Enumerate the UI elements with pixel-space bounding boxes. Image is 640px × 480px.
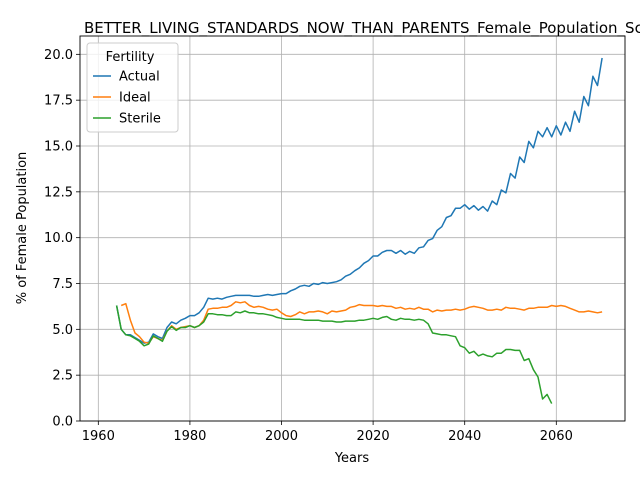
grid-lines [80, 36, 625, 422]
series-line-actual [115, 57, 603, 344]
legend-label-ideal: Ideal [119, 91, 151, 106]
y-tick-label: 0.0 [52, 415, 73, 430]
y-tick-label: 2.5 [52, 369, 73, 384]
legend-box [86, 42, 179, 133]
y-tick-label: 7.5 [52, 277, 73, 292]
legend-items: Actual Ideal Sterile [93, 70, 161, 127]
x-axis-label: Years [334, 451, 370, 466]
legend-label-sterile: Sterile [119, 112, 161, 127]
legend-label-actual: Actual [119, 70, 160, 85]
series-line-sterile [115, 305, 553, 404]
y-axis-label: % of Female Population [15, 152, 30, 305]
plot-frame [79, 35, 626, 422]
y-tick-label: 12.5 [44, 185, 73, 200]
y-tick-label: 10.0 [44, 231, 73, 246]
x-tick-label: 1980 [173, 429, 206, 444]
chart-title: BETTER_LIVING_STANDARDS_NOW_THAN_PARENTS… [84, 19, 640, 38]
x-tick-label: 2040 [448, 429, 481, 444]
x-tick-label: 2000 [265, 429, 298, 444]
x-tick-label: 2020 [357, 429, 390, 444]
y-tick-label: 15.0 [44, 140, 73, 155]
y-tick-label: 20.0 [44, 48, 73, 63]
legend: Fertility Actual Ideal Sterile [86, 42, 179, 133]
y-tick-label: 17.5 [44, 94, 73, 109]
series-lines [115, 57, 603, 404]
legend-title: Fertility [106, 50, 155, 65]
x-tick-label: 2060 [540, 429, 573, 444]
x-tick-label: 1960 [82, 429, 115, 444]
y-tick-label: 5.0 [52, 323, 73, 338]
axis-ticks: 1960 1980 2000 2020 2040 2060 0.0 2.5 5.0 7.5 10.0… [44, 48, 573, 444]
